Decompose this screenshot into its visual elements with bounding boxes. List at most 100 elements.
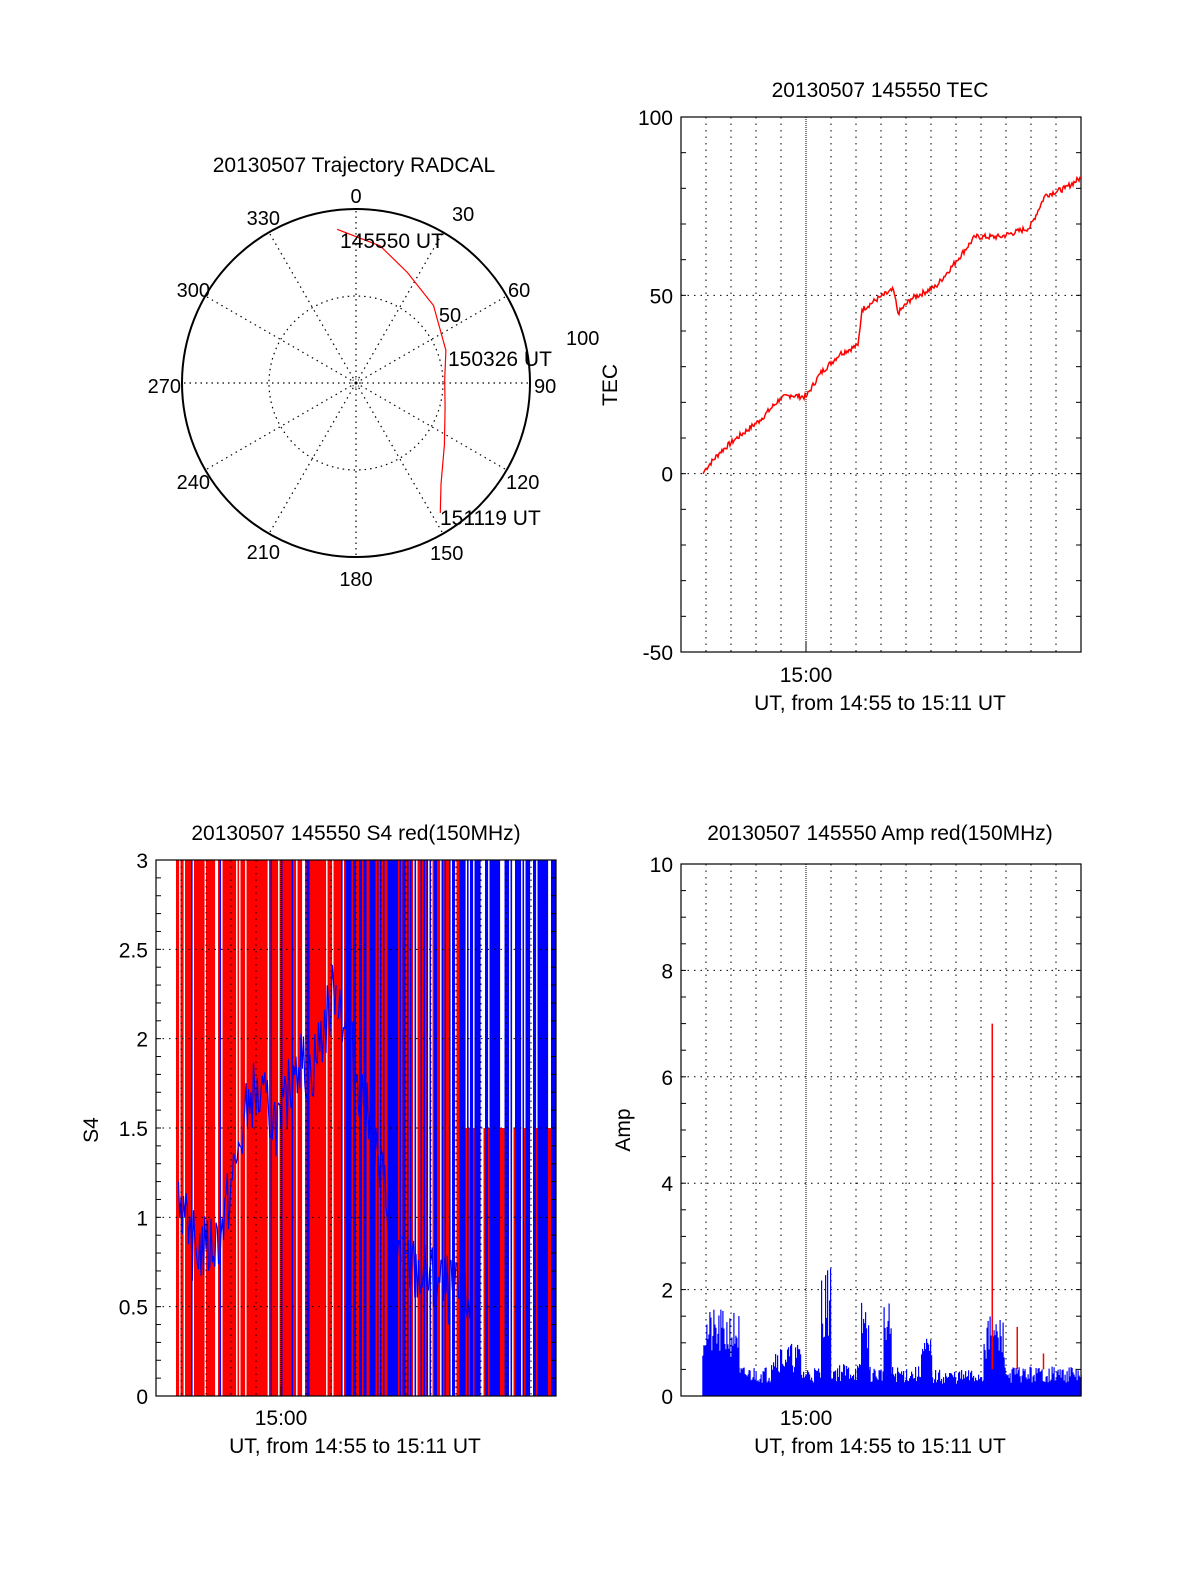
s4-bar	[384, 860, 387, 1396]
amp-bar	[1069, 1376, 1071, 1396]
amp-bar	[1076, 1380, 1078, 1396]
amp-bar	[898, 1371, 900, 1396]
amp-bar	[1079, 1377, 1081, 1396]
amp-bar	[913, 1378, 915, 1396]
amp-bar	[902, 1374, 904, 1396]
amp-bar	[1045, 1376, 1047, 1396]
polar-angle-label: 210	[247, 542, 280, 564]
amp-bar	[816, 1371, 818, 1396]
amp-bar	[1037, 1368, 1039, 1396]
amp-bar	[732, 1345, 734, 1396]
polar-angle-label: 0	[350, 186, 361, 208]
amp-bar	[961, 1370, 963, 1396]
amp-bar	[751, 1379, 753, 1396]
s4-y-tick-label: 1.5	[119, 1118, 148, 1141]
s4-bar	[228, 860, 231, 1396]
amp-bar	[1007, 1374, 1009, 1396]
polar-spoke	[355, 382, 444, 534]
amp-bar	[1066, 1371, 1068, 1396]
s4-y-ticks: 0 0.5 1 1.5 2 2.5 3	[119, 850, 556, 1409]
amp-bar	[729, 1318, 731, 1396]
amp-bar	[899, 1373, 901, 1396]
s4-bar	[347, 860, 349, 1396]
s4-bar	[426, 860, 429, 1396]
tec-y-tick-label: 100	[638, 107, 673, 130]
tec-y-axis-label: TEC	[599, 364, 622, 406]
amp-bar	[937, 1379, 939, 1396]
s4-bar	[311, 860, 313, 1396]
s4-y-tick-label: 2.5	[119, 939, 148, 962]
amp-bar	[709, 1312, 711, 1396]
amp-bar	[818, 1368, 820, 1396]
amp-bar	[826, 1317, 828, 1396]
polar-angle-label: 60	[508, 280, 530, 302]
amp-bar	[846, 1366, 848, 1396]
amp-bar	[1061, 1370, 1063, 1396]
s4-bar	[473, 1128, 475, 1396]
amp-bar	[788, 1347, 790, 1396]
amp-bar	[748, 1370, 750, 1396]
s4-bar	[203, 860, 205, 1396]
s4-bar	[257, 860, 259, 1396]
amp-bar	[941, 1378, 943, 1396]
amp-bar	[974, 1381, 976, 1396]
amp-bar	[804, 1377, 806, 1396]
amp-bar	[855, 1368, 857, 1396]
s4-bar	[534, 860, 537, 1396]
amp-bar	[1003, 1380, 1005, 1396]
amp-bar	[877, 1380, 879, 1396]
amp-bar	[1056, 1371, 1058, 1396]
amp-bar	[1068, 1367, 1070, 1396]
amp-bar	[968, 1370, 970, 1396]
amp-bar	[794, 1367, 796, 1396]
amp-bar	[865, 1312, 867, 1396]
amp-bar	[1026, 1379, 1028, 1396]
s4-bar	[425, 860, 427, 1396]
amp-bar	[919, 1376, 921, 1396]
s4-bar	[528, 860, 531, 1396]
amp-bar	[909, 1378, 911, 1396]
amp-bar	[1016, 1373, 1018, 1396]
amp-bar	[719, 1350, 721, 1396]
amp-bar	[766, 1382, 768, 1396]
amp-y-tick-label: 2	[661, 1280, 673, 1303]
amp-bar	[791, 1343, 793, 1396]
amp-bar	[820, 1377, 822, 1396]
amp-bar	[1062, 1369, 1064, 1396]
amp-bar	[762, 1371, 764, 1396]
s4-bar	[327, 860, 330, 1396]
s4-bar	[231, 860, 234, 1396]
amp-bar	[722, 1311, 724, 1396]
amp-bar	[988, 1349, 990, 1396]
amp-bar	[740, 1368, 742, 1396]
s4-bar	[525, 860, 528, 1396]
s4-bar	[291, 860, 294, 1396]
amp-bar	[828, 1335, 830, 1396]
amp-bar	[744, 1373, 746, 1396]
amp-bar	[923, 1351, 925, 1396]
amp-bar	[973, 1375, 975, 1396]
amp-bar	[952, 1375, 954, 1396]
s4-bar	[210, 860, 213, 1396]
amp-bar	[996, 1331, 998, 1396]
s4-bar	[423, 860, 426, 1396]
s4-bar	[438, 860, 441, 1396]
amp-bar	[738, 1316, 740, 1396]
amp-bar	[808, 1372, 810, 1396]
amp-bar	[860, 1365, 862, 1396]
amp-bar	[987, 1321, 989, 1396]
trajectory-end-label: 151119 UT	[440, 507, 541, 530]
s4-bar	[258, 860, 261, 1396]
amp-bar	[1029, 1366, 1031, 1396]
s4-bar	[300, 860, 303, 1396]
amp-bar	[998, 1350, 1000, 1396]
amp-bar	[799, 1349, 801, 1396]
amp-bar	[983, 1343, 985, 1396]
s4-bar	[177, 860, 180, 1396]
amp-bar	[1040, 1371, 1042, 1396]
s4-bar	[225, 860, 228, 1396]
s4-bar	[399, 860, 402, 1396]
amp-bar	[773, 1362, 775, 1396]
s4-bar	[498, 860, 501, 1396]
amp-bar	[1054, 1380, 1056, 1396]
